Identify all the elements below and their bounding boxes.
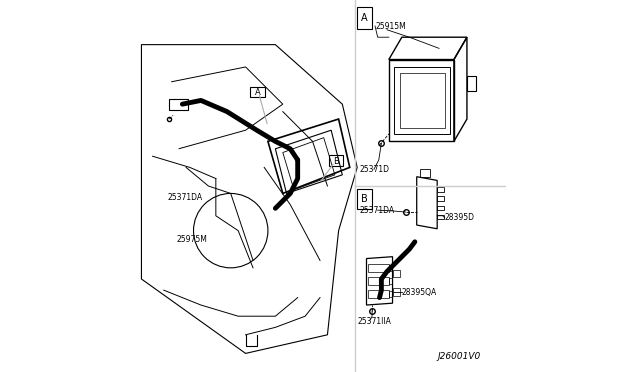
Bar <box>369 277 389 285</box>
Text: A: A <box>255 88 260 97</box>
Text: 28395QA: 28395QA <box>402 288 437 296</box>
Bar <box>437 215 444 219</box>
Bar <box>389 265 392 271</box>
Bar <box>437 187 444 192</box>
Text: 25915M: 25915M <box>376 22 406 31</box>
Bar <box>392 288 400 296</box>
Bar <box>437 196 444 201</box>
Bar <box>369 264 389 272</box>
Text: 28395D: 28395D <box>445 213 475 222</box>
Bar <box>392 270 400 277</box>
Text: B: B <box>333 157 339 166</box>
Bar <box>389 291 392 297</box>
Text: 25371DA: 25371DA <box>168 193 203 202</box>
Bar <box>437 206 444 210</box>
Bar <box>389 278 392 284</box>
Bar <box>170 99 188 110</box>
Text: 25371D: 25371D <box>359 165 389 174</box>
Text: 25371IIA: 25371IIA <box>357 317 391 326</box>
Text: J26001V0: J26001V0 <box>438 352 481 361</box>
Text: 25371DA: 25371DA <box>359 206 394 215</box>
Text: A: A <box>361 13 367 23</box>
Text: 25975M: 25975M <box>177 235 207 244</box>
Text: B: B <box>361 194 367 204</box>
Bar <box>369 290 389 298</box>
Bar <box>467 76 476 91</box>
